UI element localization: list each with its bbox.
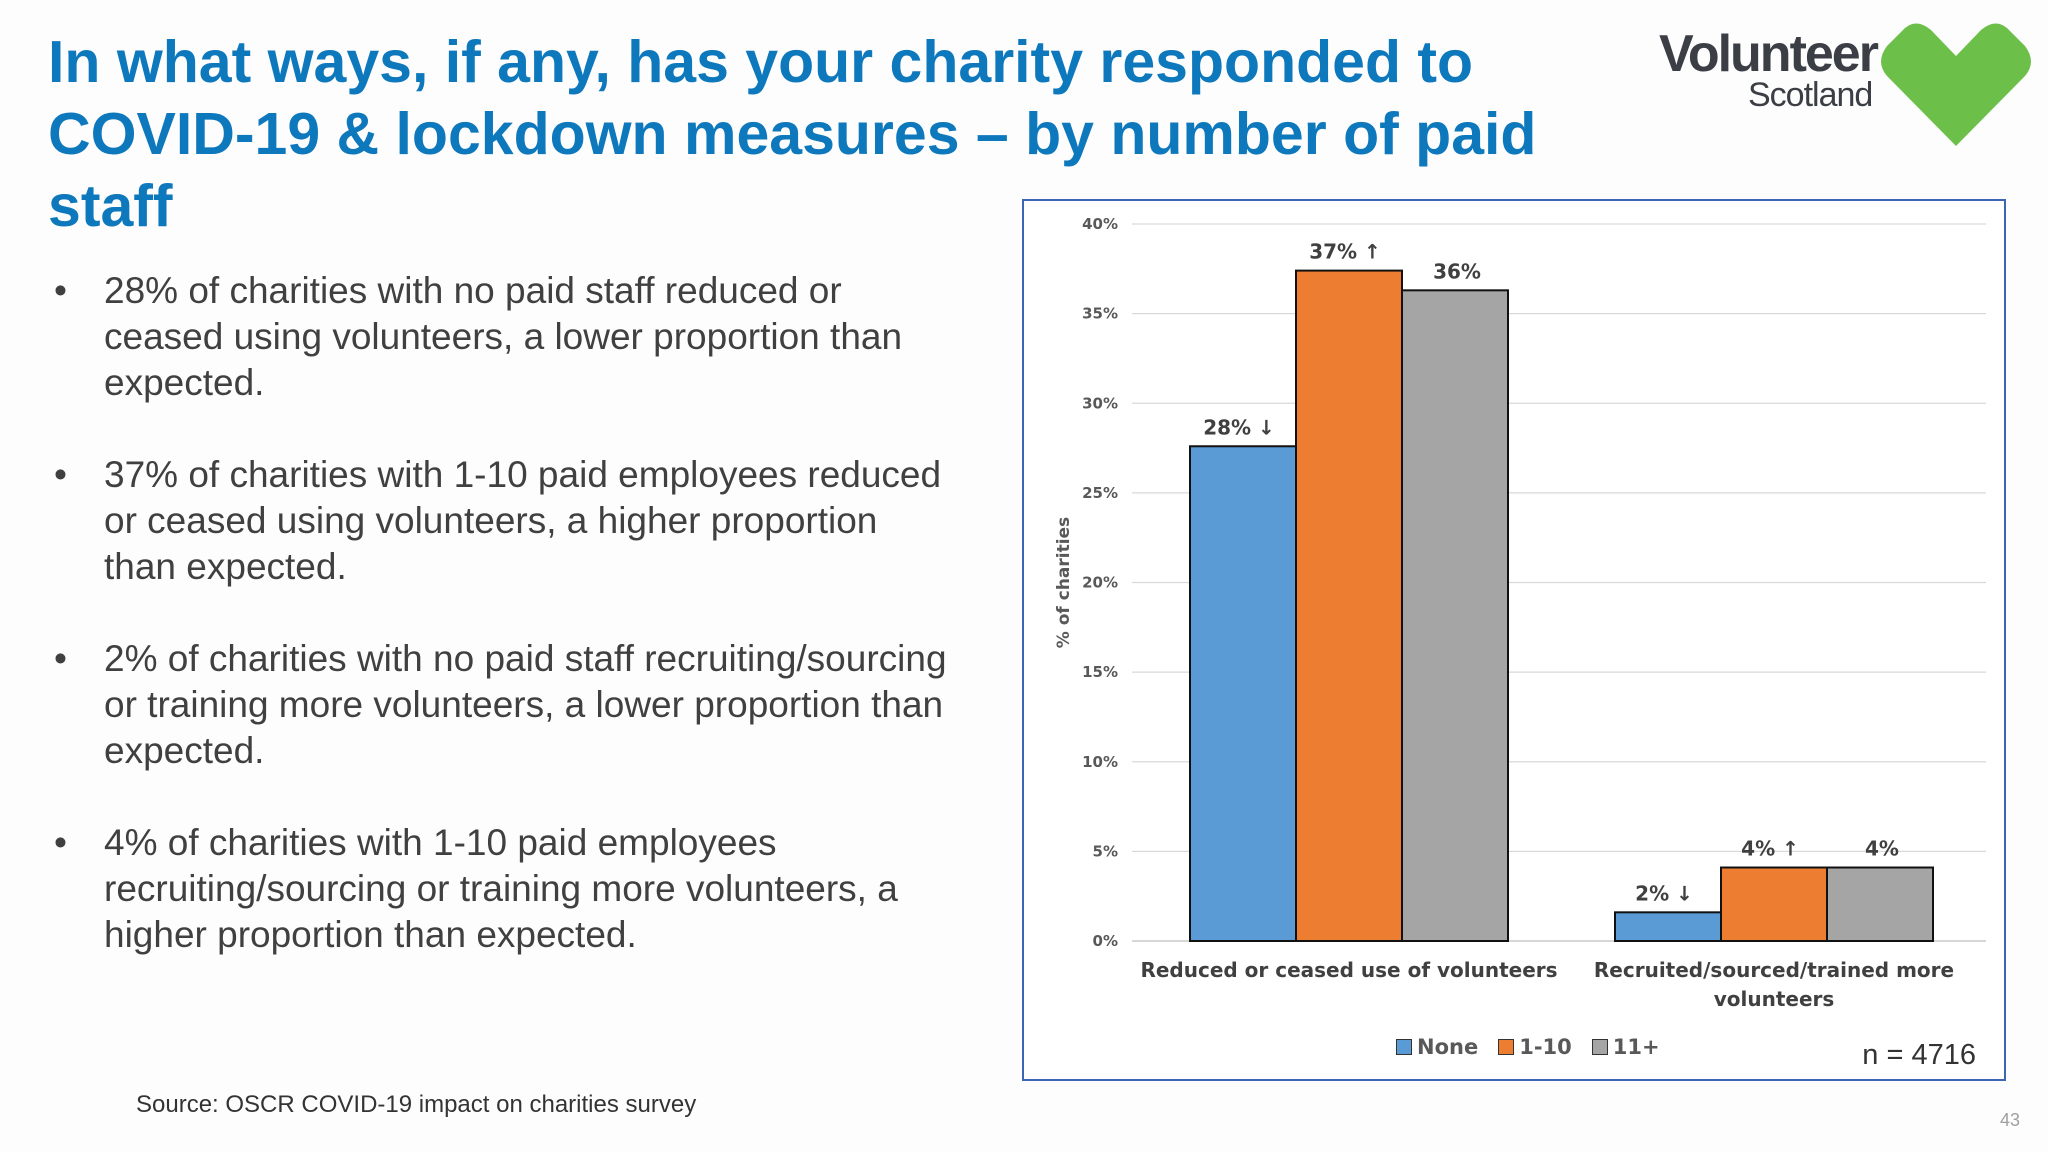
volunteer-scotland-logo: Volunteer Scotland bbox=[1655, 20, 2035, 155]
legend-item-1-10: 1-10 bbox=[1498, 1035, 1572, 1059]
bar-none bbox=[1614, 911, 1722, 943]
bar-11-plus bbox=[1401, 289, 1509, 942]
bar-1-10 bbox=[1295, 269, 1403, 943]
bar-11-plus bbox=[1826, 866, 1934, 943]
data-label: 4% bbox=[1865, 837, 1899, 861]
y-tick-label: 25% bbox=[1082, 484, 1118, 502]
bullet-glyph: • bbox=[54, 454, 67, 495]
legend-swatch-1-10 bbox=[1498, 1039, 1515, 1055]
y-tick-label: 35% bbox=[1082, 305, 1118, 323]
bullet-item: • 4% of charities with 1-10 paid employee… bbox=[50, 820, 950, 958]
data-label: 28% ↓ bbox=[1203, 415, 1275, 439]
logo-text-scotland: Scotland bbox=[1748, 76, 1873, 114]
bullet-glyph: • bbox=[54, 822, 67, 863]
y-axis-label: % of charities bbox=[1054, 517, 1074, 648]
y-tick-label: 10% bbox=[1082, 753, 1118, 771]
legend-label-11-plus: 11+ bbox=[1612, 1035, 1660, 1059]
bullet-text: 37% of charities with 1-10 paid employee… bbox=[104, 454, 942, 587]
x-category-label: volunteers bbox=[1714, 987, 1835, 1011]
data-label: 2% ↓ bbox=[1635, 881, 1693, 905]
page-number: 43 bbox=[2000, 1110, 2021, 1130]
sample-size-note: n = 4716 bbox=[1862, 1039, 1976, 1071]
slide-title: In what ways, if any, has your charity r… bbox=[48, 29, 1537, 239]
bullet-text: 28% of charities with no paid staff redu… bbox=[104, 270, 903, 403]
x-category-label: Recruited/sourced/trained more bbox=[1594, 958, 1954, 982]
bullet-glyph: • bbox=[54, 638, 67, 679]
data-label: 4% ↑ bbox=[1741, 837, 1799, 861]
chart-legend: None 1-10 11+ bbox=[1396, 1035, 1660, 1059]
y-tick-label: 40% bbox=[1082, 215, 1118, 233]
legend-label-1-10: 1-10 bbox=[1519, 1035, 1572, 1059]
bullet-glyph: • bbox=[54, 270, 67, 311]
bullet-item: • 37% of charities with 1-10 paid employe… bbox=[50, 452, 950, 590]
heart-icon bbox=[1881, 23, 2031, 146]
legend-swatch-none bbox=[1396, 1039, 1412, 1055]
bullet-item: • 2% of charities with no paid staff recr… bbox=[50, 636, 950, 774]
y-tick-label: 15% bbox=[1082, 663, 1118, 681]
chart-frame: 0% 5% 10% 15% 20% 25% 30% 35% 40% % of charities 2… bbox=[1022, 199, 2006, 1081]
bullet-list: • 28% of charities with no paid staff red… bbox=[50, 268, 950, 1004]
y-tick-label: 20% bbox=[1082, 574, 1118, 592]
source-note: Source: OSCR COVID-19 impact on charitie… bbox=[136, 1091, 697, 1118]
y-tick-label: 30% bbox=[1082, 394, 1118, 412]
bar-none bbox=[1189, 445, 1297, 943]
bullet-text: 2% of charities with no paid staff recru… bbox=[104, 638, 947, 771]
y-tick-label: 5% bbox=[1093, 842, 1118, 860]
bar-1-10 bbox=[1720, 866, 1828, 943]
logo-text-volunteer: Volunteer bbox=[1659, 25, 1879, 83]
legend-label-none: None bbox=[1417, 1035, 1479, 1059]
bar-chart: 0% 5% 10% 15% 20% 25% 30% 35% 40% % of charities 2… bbox=[1054, 215, 1986, 1011]
y-tick-label: 0% bbox=[1093, 932, 1118, 950]
data-label: 36% bbox=[1433, 259, 1481, 283]
legend-swatch-11-plus bbox=[1591, 1039, 1608, 1055]
bullet-item: • 28% of charities with no paid staff red… bbox=[50, 268, 950, 406]
legend-item-11-plus: 11+ bbox=[1591, 1035, 1660, 1059]
bullet-text: 4% of charities with 1-10 paid employees… bbox=[104, 822, 898, 955]
legend-item-none: None bbox=[1396, 1035, 1478, 1059]
x-category-label: Reduced or ceased use of volunteers bbox=[1140, 958, 1557, 982]
data-label: 37% ↑ bbox=[1309, 240, 1381, 264]
